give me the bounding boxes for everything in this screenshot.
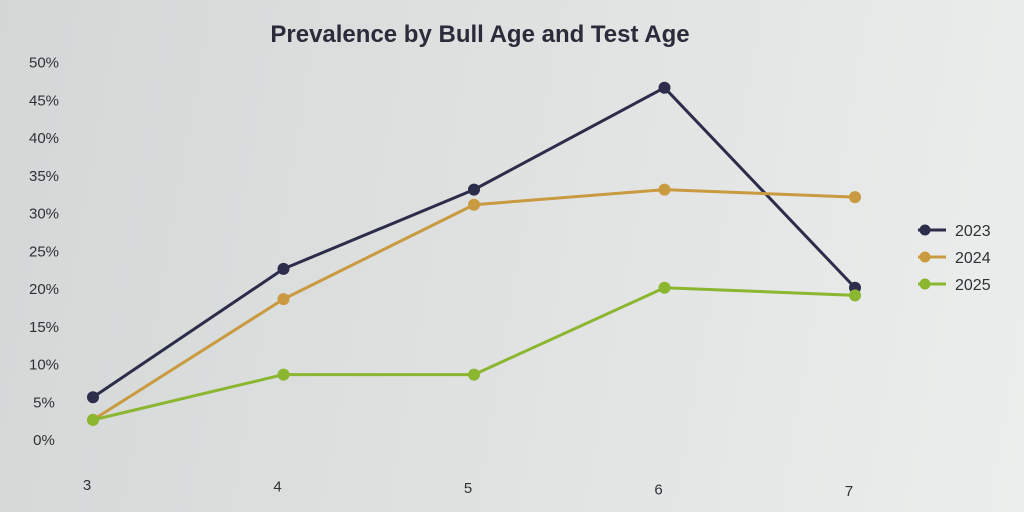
x-tick-label: 7	[845, 483, 853, 500]
series-points	[87, 81, 861, 426]
y-tick-label: 20%	[29, 281, 59, 298]
data-point-2024-7	[849, 191, 861, 204]
data-point-2023-4	[277, 262, 290, 275]
x-tick-label: 6	[654, 482, 662, 499]
x-tick-label: 3	[83, 477, 91, 494]
data-point-2024-5	[468, 198, 480, 211]
legend: 2023 2024 2025	[918, 223, 991, 294]
series-line-2025	[92, 286, 856, 422]
y-tick-label: 40%	[29, 130, 59, 147]
y-tick-label: 0%	[33, 432, 55, 449]
x-tick-label: 4	[273, 479, 281, 496]
y-tick-label: 50%	[29, 55, 59, 72]
y-tick-label: 45%	[29, 92, 59, 109]
data-point-2025-6	[658, 281, 671, 294]
series-line-2024	[92, 188, 856, 422]
y-tick-label: 10%	[29, 357, 59, 374]
data-point-2025-3	[87, 413, 99, 426]
data-point-2024-6	[658, 183, 671, 196]
legend-item-2025: 2025	[918, 277, 991, 294]
y-tick-label: 5%	[33, 394, 55, 411]
chart-title: Prevalence by Bull Age and Test Age	[270, 21, 689, 48]
data-point-2025-4	[277, 368, 290, 381]
data-point-2023-6	[658, 81, 671, 94]
series-line-2023	[92, 86, 857, 399]
legend-swatch-marker	[919, 251, 931, 263]
data-point-2025-7	[849, 289, 861, 302]
data-point-2023-3	[87, 391, 99, 404]
y-tick-label: 30%	[29, 206, 59, 223]
data-point-2023-5	[468, 183, 480, 196]
legend-label: 2025	[955, 277, 991, 294]
y-tick-label: 35%	[29, 168, 59, 185]
legend-swatch-marker	[919, 278, 931, 290]
legend-item-2024: 2024	[918, 250, 991, 267]
legend-swatch-marker	[919, 224, 931, 236]
data-point-2025-5	[468, 368, 480, 381]
y-tick-label: 15%	[29, 319, 59, 336]
data-point-2024-4	[277, 293, 290, 306]
x-axis-tick-labels: 3 4 5 6 7	[83, 477, 853, 500]
legend-label: 2023	[955, 223, 991, 240]
x-tick-label: 5	[464, 480, 472, 497]
y-tick-label: 25%	[29, 243, 59, 260]
y-axis-tick-labels: 0% 5% 10% 15% 20% 25% 30% 35% 40% 45% 50%	[29, 55, 59, 450]
legend-label: 2024	[955, 250, 991, 267]
legend-item-2023: 2023	[918, 223, 991, 240]
